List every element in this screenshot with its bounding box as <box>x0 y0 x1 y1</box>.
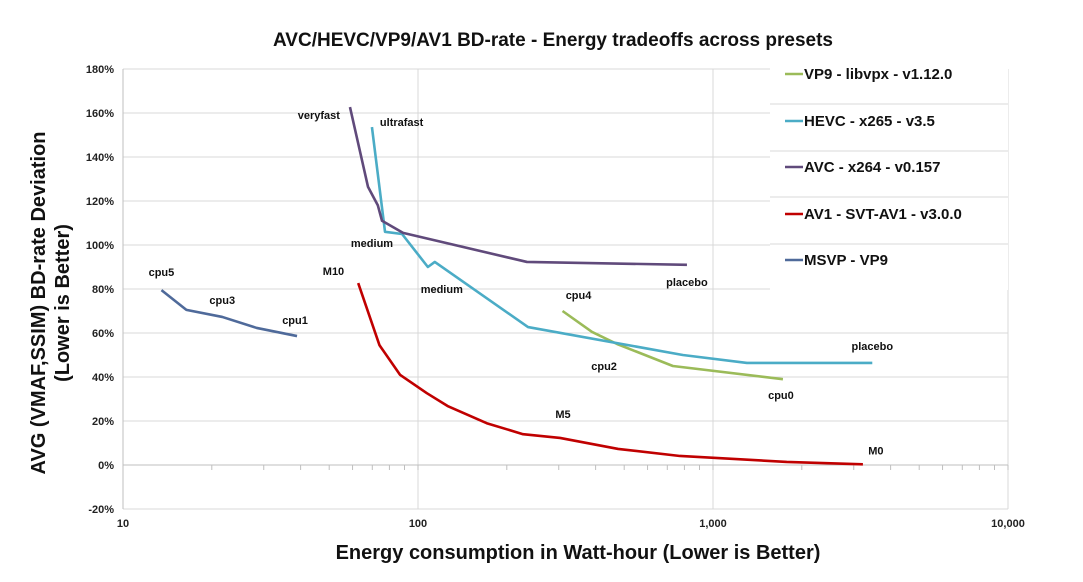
annotation-label: cpu5 <box>149 267 175 279</box>
series-line <box>160 289 298 338</box>
series-line <box>356 282 863 466</box>
annotations: veryfast ultrafast medium medium placebo cpu5… <box>149 110 894 457</box>
y-tick-labels: -20% 0% 20% 40% 60% 80% 100% 120% 140% 160% 180% <box>86 64 114 516</box>
annotation-label: placebo <box>851 341 893 353</box>
annotation-label: cpu2 <box>591 361 617 373</box>
x-tick-labels: 10 100 1,000 10,000 <box>117 518 1025 530</box>
legend: VP9 - libvpx - v1.12.0 HEVC - x265 - v3.5… <box>770 66 1008 290</box>
y-tick-label: 180% <box>86 64 114 76</box>
annotation-label: veryfast <box>298 110 341 122</box>
legend-entry: AVC - x264 - v0.157 <box>804 159 940 176</box>
chart-title: AVC/HEVC/VP9/AV1 BD-rate - Energy tradeo… <box>273 30 833 51</box>
x-axis-label: Energy consumption in Watt-hour (Lower i… <box>336 542 821 564</box>
series-line <box>348 106 687 267</box>
y-tick-label: 40% <box>92 372 114 384</box>
y-tick-label: 80% <box>92 284 114 296</box>
x-tick-label: 10 <box>117 518 129 530</box>
y-axis-label-line2: (Lower is Better) <box>52 224 74 382</box>
legend-entry: MSVP - VP9 <box>804 252 888 269</box>
annotation-label: M10 <box>323 266 344 278</box>
x-tick-label: 100 <box>409 518 427 530</box>
annotation-label: placebo <box>666 277 708 289</box>
y-tick-label: 60% <box>92 328 114 340</box>
y-tick-label: 100% <box>86 240 114 252</box>
annotation-label: cpu3 <box>209 295 235 307</box>
x-tick-label: 10,000 <box>991 518 1025 530</box>
y-tick-label: 160% <box>86 108 114 120</box>
series-lines <box>160 106 873 466</box>
legend-entry: AV1 - SVT-AV1 - v3.0.0 <box>804 206 962 223</box>
legend-box <box>770 68 1008 290</box>
annotation-label: M5 <box>555 409 570 421</box>
annotation-label: cpu0 <box>768 390 794 402</box>
y-tick-label: 140% <box>86 152 114 164</box>
series-line <box>370 126 873 365</box>
y-axis-label-line1: AVG (VMAF,SSIM) BD-rate Deviation <box>28 132 50 475</box>
y-tick-label: 120% <box>86 196 114 208</box>
x-tick-label: 1,000 <box>699 518 727 530</box>
y-tick-label: 20% <box>92 416 114 428</box>
annotation-label: M0 <box>868 445 883 457</box>
annotation-label: cpu4 <box>566 290 593 302</box>
annotation-label: cpu1 <box>282 315 308 327</box>
y-tick-label: -20% <box>88 504 114 516</box>
legend-entry: VP9 - libvpx - v1.12.0 <box>804 66 952 83</box>
annotation-label: ultrafast <box>380 117 424 129</box>
legend-entry: HEVC - x265 - v3.5 <box>804 113 935 130</box>
y-tick-label: 0% <box>98 460 114 472</box>
annotation-label: medium <box>351 238 393 250</box>
annotation-label: medium <box>421 284 463 296</box>
